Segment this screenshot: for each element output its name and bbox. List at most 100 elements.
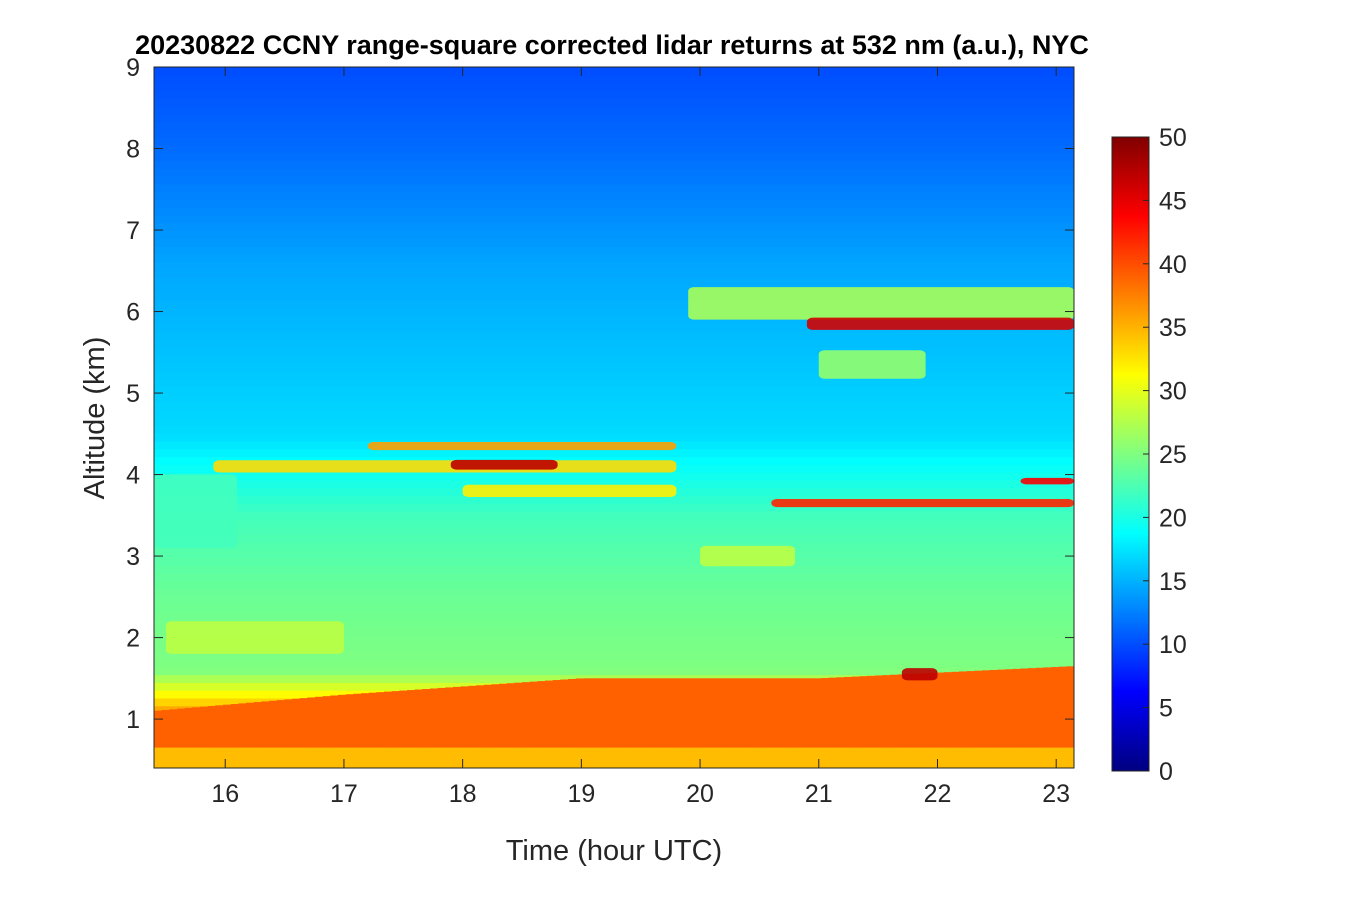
heatmap-row bbox=[154, 448, 1074, 458]
aerosol-layer bbox=[806, 317, 1074, 330]
colorbar-tick-label: 0 bbox=[1159, 758, 1173, 786]
boundary-layer-column bbox=[483, 684, 492, 768]
colorbar-tick-label: 35 bbox=[1159, 314, 1187, 342]
boundary-layer-column bbox=[414, 689, 423, 768]
boundary-layer-column bbox=[805, 678, 814, 768]
y-tick-label: 7 bbox=[126, 217, 140, 245]
boundary-layer-column bbox=[744, 678, 753, 768]
heatmap-row bbox=[154, 300, 1074, 310]
boundary-layer-column bbox=[307, 697, 316, 768]
x-axis-label: Time (hour UTC) bbox=[506, 835, 722, 867]
plot-frame bbox=[153, 66, 1075, 769]
boundary-layer-column bbox=[177, 708, 186, 768]
aerosol-layer bbox=[462, 484, 677, 497]
y-tick-label: 1 bbox=[126, 706, 140, 734]
boundary-layer-column bbox=[698, 678, 707, 768]
boundary-layer-column bbox=[537, 681, 546, 768]
heatmap-row bbox=[154, 222, 1074, 232]
boundary-layer-column bbox=[652, 678, 661, 768]
boundary-layer-column bbox=[476, 685, 485, 768]
boundary-layer-column bbox=[437, 687, 446, 768]
aerosol-layer bbox=[688, 287, 1074, 320]
boundary-layer-column bbox=[384, 691, 393, 768]
heatmap-row bbox=[154, 643, 1074, 652]
boundary-layer-column bbox=[928, 672, 937, 768]
heatmap-row bbox=[154, 113, 1074, 123]
boundary-layer-column bbox=[430, 688, 439, 768]
aerosol-layer bbox=[154, 474, 238, 548]
heatmap-row bbox=[154, 495, 1074, 504]
aerosol-layer bbox=[1020, 477, 1074, 485]
heatmap-row bbox=[154, 292, 1074, 302]
boundary-layer-column bbox=[1005, 669, 1014, 768]
aerosol-layer bbox=[818, 350, 926, 379]
heatmap-row bbox=[154, 503, 1074, 512]
boundary-layer-column bbox=[460, 686, 469, 768]
heatmap-row bbox=[154, 214, 1074, 224]
heatmap-row bbox=[154, 331, 1074, 341]
heatmap-row bbox=[154, 620, 1074, 629]
boundary-layer-column bbox=[614, 678, 623, 768]
heatmap-row bbox=[154, 401, 1074, 411]
boundary-layer-column bbox=[974, 670, 983, 768]
y-axis-label: Altitude (km) bbox=[79, 337, 111, 500]
boundary-layer-column bbox=[575, 678, 584, 768]
boundary-layer-column bbox=[468, 685, 477, 768]
heatmap-row bbox=[154, 207, 1074, 216]
heatmap-row bbox=[154, 635, 1074, 644]
heatmap-row bbox=[154, 137, 1074, 146]
boundary-layer-column bbox=[690, 678, 699, 768]
heatmap-row bbox=[154, 191, 1074, 201]
boundary-layer-column bbox=[353, 693, 362, 768]
boundary-layer-column bbox=[445, 687, 454, 768]
heatmap-row bbox=[154, 627, 1074, 637]
aerosol-layer bbox=[213, 460, 677, 473]
heatmap-row bbox=[154, 144, 1074, 154]
colorbar-tick-label: 10 bbox=[1159, 631, 1187, 659]
boundary-layer-column bbox=[874, 675, 883, 768]
boundary-layer-column bbox=[215, 705, 224, 768]
boundary-layer-column bbox=[844, 676, 853, 768]
boundary-layer-column bbox=[1020, 668, 1029, 768]
y-tick-label: 9 bbox=[126, 54, 140, 82]
boundary-layer-column bbox=[552, 680, 561, 768]
boundary-layer-column bbox=[299, 698, 308, 768]
boundary-layer-column bbox=[207, 706, 216, 768]
colorbar-tick-label: 30 bbox=[1159, 378, 1187, 406]
boundary-layer-column bbox=[276, 700, 285, 768]
heatmap-row bbox=[154, 316, 1074, 325]
aerosol-layer bbox=[901, 668, 938, 681]
boundary-layer-column bbox=[790, 678, 799, 768]
heatmap-row bbox=[154, 612, 1074, 621]
boundary-layer-column bbox=[936, 672, 945, 768]
heatmap-row bbox=[154, 121, 1074, 130]
chart-title: 20230822 CCNY range-square corrected lid… bbox=[135, 30, 1089, 60]
boundary-layer-column bbox=[399, 690, 408, 768]
boundary-layer-column bbox=[560, 679, 569, 768]
boundary-layer-column bbox=[959, 671, 968, 768]
x-tick-label: 16 bbox=[211, 780, 239, 808]
heatmap-row bbox=[154, 510, 1074, 520]
boundary-layer-column bbox=[629, 678, 638, 768]
heatmap-row bbox=[154, 253, 1074, 263]
boundary-layer-column bbox=[713, 678, 722, 768]
boundary-layer-column bbox=[1051, 667, 1060, 768]
boundary-layer-column bbox=[246, 702, 255, 768]
aerosol-layer bbox=[367, 441, 677, 451]
x-tick-label: 20 bbox=[686, 780, 714, 808]
boundary-layer-column bbox=[1066, 666, 1074, 768]
heatmap-row bbox=[154, 417, 1074, 426]
x-tick-label: 23 bbox=[1042, 780, 1070, 808]
heatmap-row bbox=[154, 518, 1074, 528]
boundary-layer-column bbox=[706, 678, 715, 768]
boundary-layer-column bbox=[154, 710, 163, 768]
colorbar-tick-label: 5 bbox=[1159, 695, 1173, 723]
boundary-layer-column bbox=[238, 703, 247, 768]
boundary-layer-column bbox=[982, 670, 991, 768]
boundary-layer-column bbox=[660, 678, 669, 768]
boundary-layer-column bbox=[1035, 667, 1044, 768]
colorbar-tick-label: 40 bbox=[1159, 251, 1187, 279]
heatmap-row bbox=[154, 324, 1074, 333]
heatmap-row bbox=[154, 176, 1074, 185]
heatmap-row bbox=[154, 557, 1074, 567]
